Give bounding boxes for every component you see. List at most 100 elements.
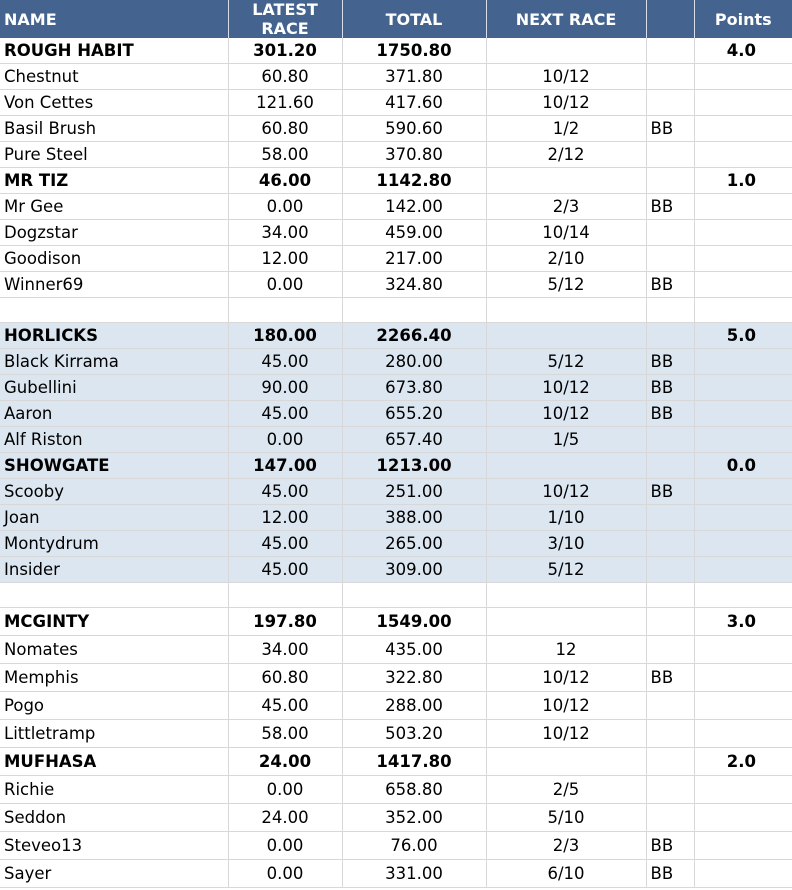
latest-race-cell[interactable]: 58.00	[228, 719, 343, 748]
header-points[interactable]: Points	[694, 0, 792, 38]
total-cell[interactable]: 288.00	[342, 691, 487, 720]
latest-race-cell[interactable]: 45.00	[228, 400, 343, 427]
points-cell[interactable]	[694, 530, 792, 557]
total-cell[interactable]: 388.00	[342, 504, 487, 531]
bb-cell[interactable]	[646, 426, 695, 453]
points-cell[interactable]	[694, 426, 792, 453]
points-cell[interactable]	[694, 663, 792, 692]
total-cell[interactable]: 655.20	[342, 400, 487, 427]
latest-race-cell[interactable]: 301.20	[228, 38, 343, 64]
next-race-cell[interactable]: 10/12	[486, 478, 647, 505]
total-cell[interactable]: 331.00	[342, 859, 487, 888]
bb-cell[interactable]: BB	[646, 374, 695, 401]
bb-cell[interactable]: BB	[646, 193, 695, 220]
total-cell[interactable]: 1142.80	[342, 167, 487, 194]
name-cell[interactable]: Scooby	[0, 478, 229, 505]
latest-race-cell[interactable]: 0.00	[228, 831, 343, 860]
name-cell[interactable]: Dogzstar	[0, 219, 229, 246]
total-cell[interactable]: 590.60	[342, 115, 487, 142]
bb-cell[interactable]	[646, 297, 695, 323]
points-cell[interactable]	[694, 297, 792, 323]
bb-cell[interactable]	[646, 775, 695, 804]
next-race-cell[interactable]: 2/12	[486, 141, 647, 168]
latest-race-cell[interactable]: 12.00	[228, 504, 343, 531]
next-race-cell[interactable]	[486, 747, 647, 776]
bb-cell[interactable]	[646, 322, 695, 349]
total-cell[interactable]: 324.80	[342, 271, 487, 298]
points-cell[interactable]	[694, 193, 792, 220]
points-cell[interactable]	[694, 831, 792, 860]
header-extra[interactable]	[646, 0, 695, 38]
bb-cell[interactable]	[646, 89, 695, 116]
points-cell[interactable]	[694, 635, 792, 664]
total-cell[interactable]: 76.00	[342, 831, 487, 860]
name-cell[interactable]: Insider	[0, 556, 229, 583]
next-race-cell[interactable]: 2/3	[486, 831, 647, 860]
latest-race-cell[interactable]: 0.00	[228, 193, 343, 220]
points-cell[interactable]	[694, 245, 792, 272]
latest-race-cell[interactable]: 0.00	[228, 775, 343, 804]
bb-cell[interactable]	[646, 803, 695, 832]
bb-cell[interactable]: BB	[646, 271, 695, 298]
points-cell[interactable]	[694, 582, 792, 608]
name-cell[interactable]: Seddon	[0, 803, 229, 832]
total-cell[interactable]: 673.80	[342, 374, 487, 401]
latest-race-cell[interactable]: 45.00	[228, 556, 343, 583]
latest-race-cell[interactable]	[228, 297, 343, 323]
total-cell[interactable]: 371.80	[342, 63, 487, 90]
latest-race-cell[interactable]: 34.00	[228, 219, 343, 246]
latest-race-cell[interactable]: 12.00	[228, 245, 343, 272]
name-cell[interactable]: Alf Riston	[0, 426, 229, 453]
latest-race-cell[interactable]: 45.00	[228, 348, 343, 375]
total-cell[interactable]: 658.80	[342, 775, 487, 804]
latest-race-cell[interactable]: 0.00	[228, 859, 343, 888]
bb-cell[interactable]	[646, 607, 695, 636]
latest-race-cell[interactable]: 46.00	[228, 167, 343, 194]
total-cell[interactable]: 251.00	[342, 478, 487, 505]
name-cell[interactable]: Pure Steel	[0, 141, 229, 168]
next-race-cell[interactable]: 10/12	[486, 89, 647, 116]
name-cell[interactable]: Montydrum	[0, 530, 229, 557]
name-cell[interactable]: Memphis	[0, 663, 229, 692]
latest-race-cell[interactable]: 45.00	[228, 691, 343, 720]
next-race-cell[interactable]: 5/12	[486, 348, 647, 375]
latest-race-cell[interactable]: 180.00	[228, 322, 343, 349]
bb-cell[interactable]: BB	[646, 859, 695, 888]
points-cell[interactable]: 3.0	[694, 607, 792, 636]
points-cell[interactable]	[694, 504, 792, 531]
latest-race-cell[interactable]: 24.00	[228, 747, 343, 776]
name-cell[interactable]: Joan	[0, 504, 229, 531]
name-cell[interactable]: Von Cettes	[0, 89, 229, 116]
latest-race-cell[interactable]: 45.00	[228, 478, 343, 505]
name-cell[interactable]: Black Kirrama	[0, 348, 229, 375]
name-cell[interactable]: Gubellini	[0, 374, 229, 401]
bb-cell[interactable]	[646, 504, 695, 531]
total-cell[interactable]: 352.00	[342, 803, 487, 832]
next-race-cell[interactable]	[486, 167, 647, 194]
bb-cell[interactable]	[646, 245, 695, 272]
latest-race-cell[interactable]: 60.80	[228, 663, 343, 692]
bb-cell[interactable]	[646, 556, 695, 583]
name-cell[interactable]: Nomates	[0, 635, 229, 664]
bb-cell[interactable]	[646, 167, 695, 194]
latest-race-cell[interactable]: 34.00	[228, 635, 343, 664]
points-cell[interactable]	[694, 803, 792, 832]
latest-race-cell[interactable]: 147.00	[228, 452, 343, 479]
total-cell[interactable]: 265.00	[342, 530, 487, 557]
name-cell[interactable]: Goodison	[0, 245, 229, 272]
next-race-cell[interactable]: 2/3	[486, 193, 647, 220]
total-cell[interactable]: 309.00	[342, 556, 487, 583]
points-cell[interactable]: 4.0	[694, 38, 792, 64]
header-latest-race[interactable]: LATEST RACE	[228, 0, 343, 38]
points-cell[interactable]: 0.0	[694, 452, 792, 479]
next-race-cell[interactable]	[486, 607, 647, 636]
bb-cell[interactable]	[646, 38, 695, 64]
name-cell[interactable]: Aaron	[0, 400, 229, 427]
total-cell[interactable]	[342, 297, 487, 323]
bb-cell[interactable]: BB	[646, 478, 695, 505]
next-race-cell[interactable]: 5/12	[486, 556, 647, 583]
points-cell[interactable]: 1.0	[694, 167, 792, 194]
name-cell[interactable]: MR TIZ	[0, 167, 229, 194]
bb-cell[interactable]	[646, 219, 695, 246]
name-cell[interactable]: Pogo	[0, 691, 229, 720]
